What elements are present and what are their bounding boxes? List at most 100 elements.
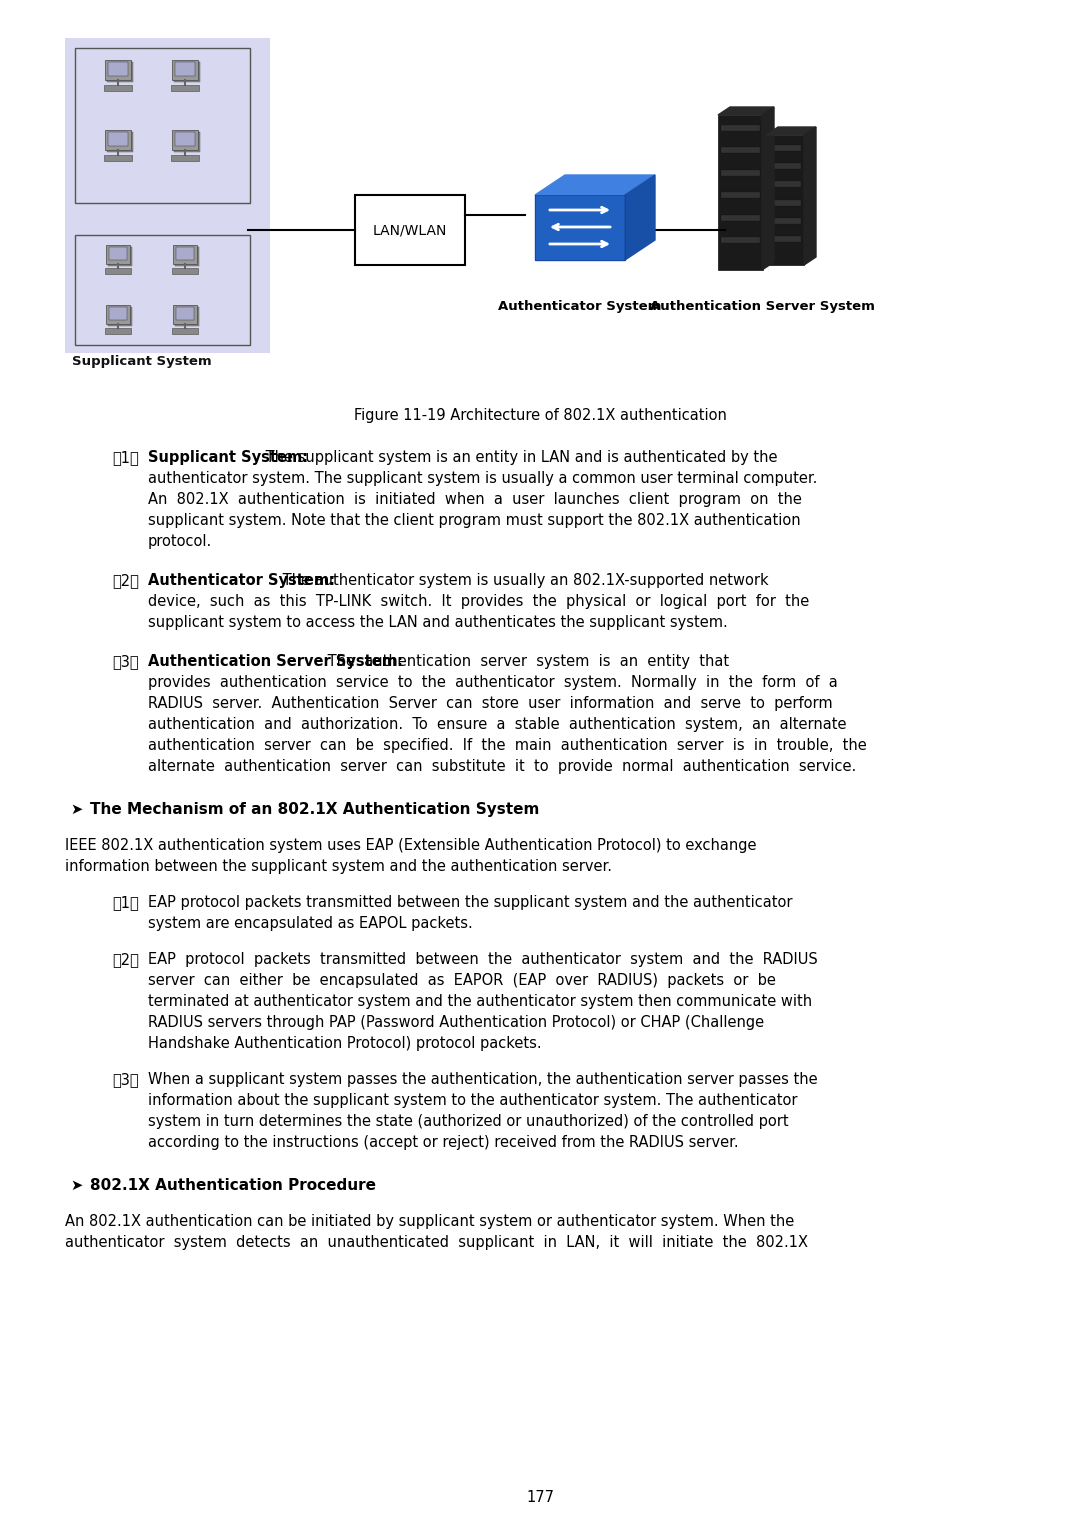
FancyBboxPatch shape [176,307,194,321]
FancyBboxPatch shape [721,147,760,153]
Text: authentication  and  authorization.  To  ensure  a  stable  authentication  syst: authentication and authorization. To ens… [148,718,847,731]
Text: The authenticator system is usually an 802.1X-supported network: The authenticator system is usually an 8… [278,573,769,588]
Text: The Mechanism of an 802.1X Authentication System: The Mechanism of an 802.1X Authenticatio… [90,802,539,817]
FancyBboxPatch shape [106,305,130,324]
FancyBboxPatch shape [174,131,200,153]
Text: ➤: ➤ [70,802,82,817]
FancyBboxPatch shape [721,237,760,243]
Text: （2）: （2） [112,951,139,967]
Polygon shape [804,127,816,266]
FancyBboxPatch shape [105,60,131,81]
FancyBboxPatch shape [109,307,127,321]
FancyBboxPatch shape [106,244,130,264]
Text: Supplicant System: Supplicant System [72,354,212,368]
FancyBboxPatch shape [174,63,200,82]
Text: EAP protocol packets transmitted between the supplicant system and the authentic: EAP protocol packets transmitted between… [148,895,793,910]
Text: according to the instructions (accept or reject) received from the RADIUS server: according to the instructions (accept or… [148,1135,739,1150]
FancyBboxPatch shape [107,131,133,153]
Polygon shape [718,107,774,115]
FancyBboxPatch shape [175,131,195,147]
Text: LAN/WLAN: LAN/WLAN [373,223,447,237]
FancyBboxPatch shape [105,328,131,333]
FancyBboxPatch shape [721,125,760,131]
Text: supplicant system to access the LAN and authenticates the supplicant system.: supplicant system to access the LAN and … [148,615,728,631]
Text: Authentication Server System:: Authentication Server System: [148,654,403,669]
FancyBboxPatch shape [108,307,132,325]
FancyBboxPatch shape [65,38,270,353]
Polygon shape [766,127,816,134]
Polygon shape [535,195,625,260]
FancyBboxPatch shape [105,130,131,150]
Text: RADIUS  server.  Authentication  Server  can  store  user  information  and  ser: RADIUS server. Authentication Server can… [148,696,833,712]
Text: device,  such  as  this  TP-LINK  switch.  It  provides  the  physical  or  logi: device, such as this TP-LINK switch. It … [148,594,809,609]
FancyBboxPatch shape [104,156,133,162]
FancyBboxPatch shape [175,307,199,325]
Text: system in turn determines the state (authorized or unauthorized) of the controll: system in turn determines the state (aut… [148,1115,788,1128]
Text: Authenticator System: Authenticator System [498,299,662,313]
Text: terminated at authenticator system and the authenticator system then communicate: terminated at authenticator system and t… [148,994,812,1009]
Text: Authenticator System:: Authenticator System: [148,573,335,588]
FancyBboxPatch shape [172,328,199,333]
FancyBboxPatch shape [108,63,129,76]
Text: An  802.1X  authentication  is  initiated  when  a  user  launches  client  prog: An 802.1X authentication is initiated wh… [148,492,801,507]
FancyBboxPatch shape [109,247,127,260]
Text: The supplicant system is an entity in LAN and is authenticated by the: The supplicant system is an entity in LA… [261,450,778,466]
Polygon shape [762,107,774,270]
Text: （1）: （1） [112,450,138,466]
Text: Figure 11-19 Architecture of 802.1X authentication: Figure 11-19 Architecture of 802.1X auth… [353,408,727,423]
FancyBboxPatch shape [108,247,132,266]
Text: RADIUS servers through PAP (Password Authentication Protocol) or CHAP (Challenge: RADIUS servers through PAP (Password Aut… [148,1015,765,1031]
Text: （1）: （1） [112,895,138,910]
Text: server  can  either  be  encapsulated  as  EAPOR  (EAP  over  RADIUS)  packets  : server can either be encapsulated as EAP… [148,973,775,988]
Text: information between the supplicant system and the authentication server.: information between the supplicant syste… [65,860,612,873]
FancyBboxPatch shape [355,195,465,266]
FancyBboxPatch shape [766,134,804,266]
FancyBboxPatch shape [721,215,760,221]
FancyBboxPatch shape [173,244,198,264]
FancyBboxPatch shape [175,63,195,76]
Text: supplicant system. Note that the client program must support the 802.1X authenti: supplicant system. Note that the client … [148,513,800,528]
Text: 802.1X Authentication Procedure: 802.1X Authentication Procedure [90,1177,376,1193]
Text: （3）: （3） [112,1072,138,1087]
FancyBboxPatch shape [171,156,200,162]
Text: system are encapsulated as EAPOL packets.: system are encapsulated as EAPOL packets… [148,916,473,931]
Text: When a supplicant system passes the authentication, the authentication server pa: When a supplicant system passes the auth… [148,1072,818,1087]
FancyBboxPatch shape [769,182,801,186]
FancyBboxPatch shape [769,163,801,169]
FancyBboxPatch shape [105,269,131,273]
FancyBboxPatch shape [176,247,194,260]
Text: ➤: ➤ [70,1177,82,1193]
Text: protocol.: protocol. [148,534,213,550]
Text: The  authentication  server  system  is  an  entity  that: The authentication server system is an e… [323,654,729,669]
Text: provides  authentication  service  to  the  authenticator  system.  Normally  in: provides authentication service to the a… [148,675,838,690]
FancyBboxPatch shape [175,247,199,266]
FancyBboxPatch shape [718,115,762,270]
Text: 177: 177 [526,1490,554,1506]
Text: authenticator  system  detects  an  unauthenticated  supplicant  in  LAN,  it  w: authenticator system detects an unauthen… [65,1235,808,1251]
Text: authentication  server  can  be  specified.  If  the  main  authentication  serv: authentication server can be specified. … [148,738,867,753]
FancyBboxPatch shape [721,192,760,199]
FancyBboxPatch shape [108,131,129,147]
FancyBboxPatch shape [769,145,801,151]
FancyBboxPatch shape [104,86,133,92]
FancyBboxPatch shape [172,269,199,273]
Text: information about the supplicant system to the authenticator system. The authent: information about the supplicant system … [148,1093,797,1109]
Text: IEEE 802.1X authentication system uses EAP (Extensible Authentication Protocol) : IEEE 802.1X authentication system uses E… [65,838,756,854]
FancyBboxPatch shape [107,63,133,82]
FancyBboxPatch shape [172,60,199,81]
Text: （3）: （3） [112,654,138,669]
Text: Handshake Authentication Protocol) protocol packets.: Handshake Authentication Protocol) proto… [148,1035,542,1051]
FancyBboxPatch shape [769,237,801,241]
Text: EAP  protocol  packets  transmitted  between  the  authenticator  system  and  t: EAP protocol packets transmitted between… [148,951,818,967]
Polygon shape [535,176,654,195]
Text: An 802.1X authentication can be initiated by supplicant system or authenticator : An 802.1X authentication can be initiate… [65,1214,794,1229]
Text: Authentication Server System: Authentication Server System [649,299,875,313]
Polygon shape [625,176,654,260]
FancyBboxPatch shape [769,200,801,206]
FancyBboxPatch shape [173,305,198,324]
FancyBboxPatch shape [172,130,199,150]
FancyBboxPatch shape [171,86,200,92]
Text: （2）: （2） [112,573,139,588]
FancyBboxPatch shape [721,169,760,176]
Text: alternate  authentication  server  can  substitute  it  to  provide  normal  aut: alternate authentication server can subs… [148,759,856,774]
